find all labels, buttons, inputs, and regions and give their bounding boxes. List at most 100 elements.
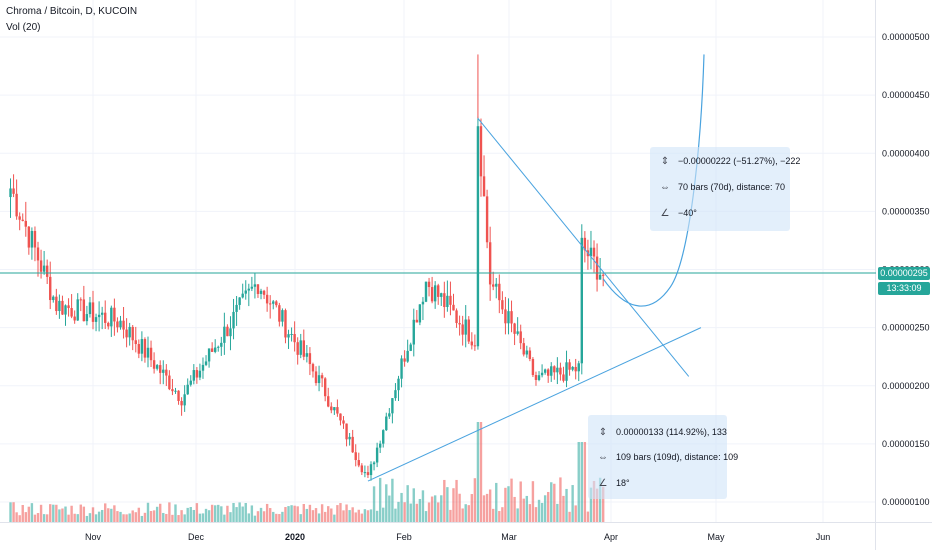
candle-body: [421, 301, 425, 305]
volume-bar: [162, 512, 165, 522]
volume-bar: [275, 513, 278, 522]
volume-bar: [253, 515, 257, 522]
volume-bar: [339, 503, 342, 522]
volume-bar: [180, 510, 183, 522]
symbol-title[interactable]: Chroma / Bitcoin, D, KUCOIN: [6, 6, 138, 17]
time-axis[interactable]: Nov Dec 2020 Feb Mar Apr May Jun: [85, 532, 830, 542]
volume-bar: [113, 505, 116, 522]
volume-bar: [284, 507, 287, 522]
volume-bar: [186, 507, 189, 522]
candle-body: [207, 348, 211, 362]
volume-bar: [369, 509, 373, 522]
volume-bar: [327, 506, 330, 522]
candle-body: [394, 390, 397, 399]
candle-body: [18, 216, 21, 220]
measure-lower-price: 0.00000133 (114.92%), 133: [616, 427, 727, 437]
volume-bar: [177, 515, 180, 522]
candle-body: [330, 406, 333, 411]
volume-bar: [195, 503, 199, 522]
volume-bar: [470, 494, 474, 522]
volume-bar: [440, 495, 443, 522]
candle-body: [61, 300, 64, 315]
volume-bar: [406, 485, 409, 522]
candle-body: [391, 398, 394, 414]
candle-body: [378, 443, 382, 448]
candle-body: [403, 358, 406, 362]
measure-box-lower[interactable]: ⇕ 0.00000133 (114.92%), 133 ⇔ 109 bars (10…: [588, 415, 738, 499]
volume-bar: [537, 499, 541, 522]
candle-body: [363, 472, 367, 474]
candle-body: [580, 237, 583, 364]
measure-box-upper[interactable]: ⇕ −0.00000222 (−51.27%), −222 ⇔ 70 bars (7…: [650, 147, 800, 231]
candle-body: [455, 310, 458, 324]
candle-body: [143, 339, 147, 358]
candle-body: [528, 350, 532, 359]
volume-bar: [85, 515, 89, 522]
candle-body: [226, 326, 229, 337]
time-tick-label: Feb: [396, 532, 412, 542]
volume-bar: [116, 511, 119, 522]
candle-body: [296, 342, 299, 355]
volume-bar: [598, 477, 602, 522]
volume-bar: [378, 477, 382, 522]
candle-body: [272, 301, 275, 304]
volume-bar: [97, 511, 101, 522]
volume-bar: [501, 507, 504, 522]
candle-body: [537, 375, 541, 380]
candle-body: [308, 353, 312, 365]
volume-bar: [235, 507, 238, 522]
volume-bar: [134, 512, 137, 522]
volume-bar: [568, 511, 571, 522]
candle-body: [235, 304, 238, 312]
volume-indicator-label[interactable]: Vol (20): [6, 22, 41, 33]
candle-body: [550, 366, 553, 376]
volume-bar: [317, 513, 321, 522]
volume-bar: [507, 486, 510, 522]
price-tick-label: 0.00000200: [882, 381, 930, 391]
candle-body: [100, 312, 104, 315]
volume-bar: [323, 511, 327, 522]
volume-bar: [9, 502, 12, 522]
candle-body: [171, 389, 174, 392]
candle-body: [485, 196, 489, 243]
volume-bar: [330, 508, 333, 522]
candle-body: [562, 374, 565, 381]
volume-bar: [61, 508, 64, 522]
volume-bar: [412, 488, 415, 522]
trendline[interactable]: [367, 327, 702, 482]
volume-bar: [580, 442, 583, 522]
candle-body: [70, 308, 73, 317]
candle-body: [33, 230, 37, 248]
volume-bar: [308, 504, 312, 522]
candle-body: [82, 299, 86, 322]
angle-icon: ∠: [660, 208, 670, 219]
projection-curve[interactable]: [602, 54, 705, 307]
volume-bar: [467, 505, 470, 522]
candle-body: [204, 361, 208, 365]
candle-body: [464, 319, 467, 335]
volume-bar: [207, 510, 211, 522]
volume-bar: [543, 495, 547, 522]
volume-bar: [336, 505, 339, 522]
volume-bar: [88, 513, 92, 522]
volume-bar: [498, 511, 501, 522]
volume-bar: [427, 502, 431, 522]
volume-bar: [15, 512, 18, 522]
candle-body: [186, 384, 189, 395]
trendline[interactable]: [477, 118, 690, 377]
price-range-icon: ⇕: [598, 427, 608, 438]
candle-body: [342, 420, 345, 424]
candle-body: [601, 274, 605, 276]
volume-bar: [265, 503, 269, 522]
candle-body: [400, 358, 403, 379]
candle-body: [265, 294, 269, 304]
candle-body: [366, 472, 370, 476]
candle-body: [88, 302, 92, 315]
volume-bar: [354, 512, 357, 522]
candle-body: [168, 375, 171, 390]
volume-bar: [513, 496, 516, 522]
volume-bar: [366, 510, 370, 522]
candle-body: [21, 219, 24, 221]
candle-body: [598, 274, 602, 280]
